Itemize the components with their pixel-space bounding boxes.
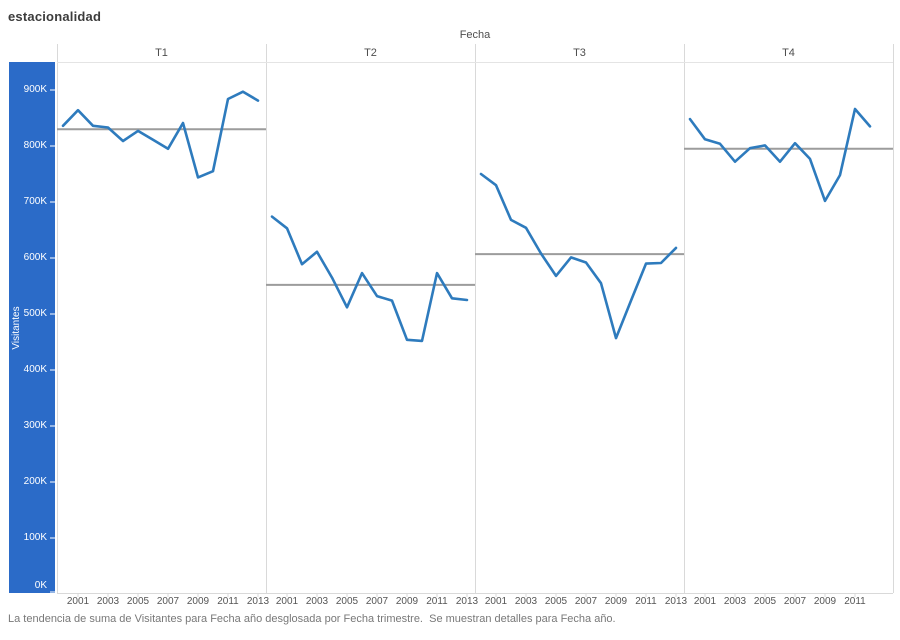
x-tick-label-T1-2005: 2005: [126, 596, 150, 607]
trend-line-T2[interactable]: [270, 215, 469, 343]
column-header-T3[interactable]: T3: [573, 47, 586, 59]
x-tick-label-T4-2001: 2001: [693, 596, 717, 607]
x-tick-label-T2-2007: 2007: [365, 596, 389, 607]
x-tick-label-T3-2007: 2007: [574, 596, 598, 607]
y-tick-label-800K: 800K: [23, 140, 47, 151]
column-field-label[interactable]: Fecha: [459, 29, 491, 41]
x-tick-label-T1-2009: 2009: [186, 596, 210, 607]
caption: La tendencia de suma de Visitantes para …: [8, 613, 616, 625]
y-tick-label-900K: 900K: [23, 84, 47, 95]
x-tick-label-T1-2013: 2013: [246, 596, 270, 607]
y-tick-label-600K: 600K: [23, 252, 47, 263]
x-tick-label-T1-2001: 2001: [66, 596, 90, 607]
sheet-title: estacionalidad: [8, 9, 102, 24]
y-axis-bar[interactable]: Visitantes: [9, 62, 55, 593]
y-tick-label-700K: 700K: [23, 196, 47, 207]
column-header-T2[interactable]: T2: [364, 47, 377, 59]
x-tick-label-T2-2013: 2013: [455, 596, 479, 607]
x-tick-label-T1-2003: 2003: [96, 596, 120, 607]
x-tick-label-T2-2001: 2001: [275, 596, 299, 607]
x-tick-label-T1-2007: 2007: [156, 596, 180, 607]
x-tick-label-T3-2005: 2005: [544, 596, 568, 607]
x-tick-label-T3-2003: 2003: [514, 596, 538, 607]
x-tick-label-T3-2013: 2013: [664, 596, 688, 607]
x-tick-label-T1-2011: 2011: [217, 596, 239, 607]
column-header-T1[interactable]: T1: [155, 47, 168, 59]
x-tick-label-T4-2005: 2005: [753, 596, 777, 607]
x-tick-label-T4-2011: 2011: [844, 596, 866, 607]
y-tick-label-0K: 0K: [34, 580, 47, 591]
y-tick-label-400K: 400K: [23, 364, 47, 375]
y-tick-label-100K: 100K: [23, 532, 47, 543]
y-tick-label-300K: 300K: [23, 420, 47, 431]
trend-line-T3[interactable]: [479, 172, 678, 340]
x-tick-label-T2-2009: 2009: [395, 596, 419, 607]
x-tick-label-T3-2009: 2009: [604, 596, 628, 607]
column-header-T4[interactable]: T4: [782, 47, 795, 59]
x-tick-label-T2-2005: 2005: [335, 596, 359, 607]
y-tick-label-200K: 200K: [23, 476, 47, 487]
trend-line-T4[interactable]: [688, 107, 872, 203]
y-tick-label-500K: 500K: [23, 308, 47, 319]
x-tick-label-T4-2009: 2009: [813, 596, 837, 607]
x-tick-label-T3-2001: 2001: [484, 596, 508, 607]
x-tick-label-T4-2003: 2003: [723, 596, 747, 607]
trend-line-T1[interactable]: [61, 90, 260, 179]
x-tick-label-T4-2007: 2007: [783, 596, 807, 607]
x-tick-label-T2-2003: 2003: [305, 596, 329, 607]
x-tick-label-T2-2011: 2011: [426, 596, 448, 607]
x-tick-label-T3-2011: 2011: [635, 596, 657, 607]
